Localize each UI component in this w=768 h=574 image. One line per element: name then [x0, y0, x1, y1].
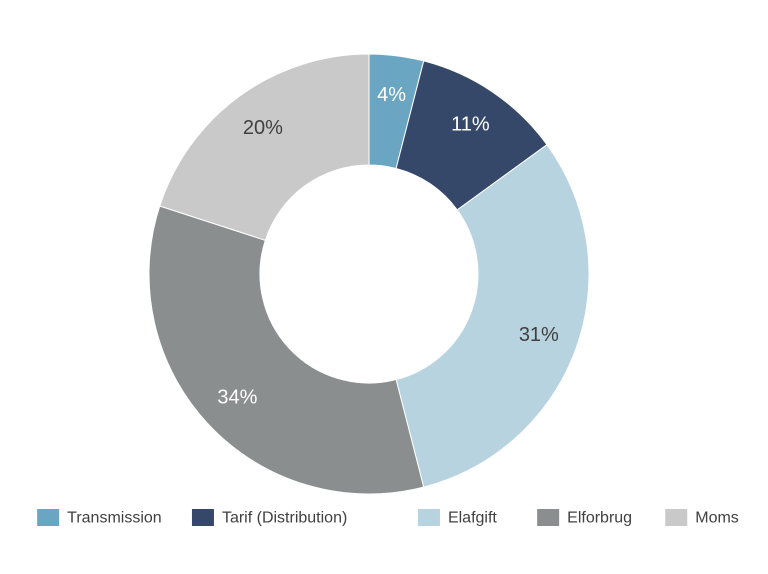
legend-label: Elforbrug [567, 510, 632, 527]
legend-label: Elafgift [448, 510, 497, 527]
data-label: 34% [217, 387, 257, 409]
legend-swatch [37, 509, 60, 526]
legend-item: Elforbrug [537, 509, 632, 527]
legend: Transmission Tarif (Distribution) Elafgift… [37, 509, 739, 527]
legend-label: Moms [695, 510, 739, 527]
data-label: 4% [377, 84, 406, 106]
data-labels: 4% 11% 31% 34% 20% [217, 84, 559, 409]
legend-item: Elafgift [417, 509, 497, 527]
slice-elafgift [395, 143, 590, 488]
slice-moms [159, 53, 370, 241]
legend-swatch [191, 509, 214, 526]
data-label: 20% [243, 117, 283, 139]
slices [148, 53, 590, 495]
legend-label: Transmission [67, 510, 162, 527]
legend-item: Transmission [37, 509, 162, 527]
legend-swatch [537, 509, 560, 526]
legend-item: Moms [665, 509, 739, 527]
legend-item: Tarif (Distribution) [191, 509, 347, 527]
legend-swatch [665, 509, 688, 526]
legend-label: Tarif (Distribution) [222, 510, 347, 527]
data-label: 31% [519, 324, 559, 346]
data-label: 11% [451, 114, 490, 136]
legend-swatch [417, 509, 440, 526]
slice-elforbrug [148, 205, 425, 495]
